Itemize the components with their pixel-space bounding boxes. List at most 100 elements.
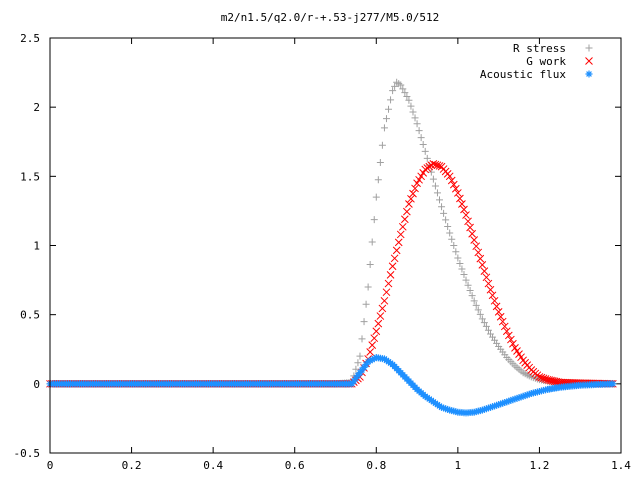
data-point xyxy=(438,403,446,411)
data-point xyxy=(460,271,468,279)
data-point xyxy=(500,322,509,331)
data-point xyxy=(472,242,481,251)
plot-frame xyxy=(49,37,622,454)
data-point xyxy=(364,358,372,366)
data-point xyxy=(525,390,533,398)
data-point xyxy=(585,44,593,52)
data-point xyxy=(368,356,376,364)
data-point xyxy=(513,394,521,402)
data-point xyxy=(499,399,507,407)
data-point xyxy=(454,189,462,197)
data-point xyxy=(482,273,491,282)
data-point xyxy=(450,242,458,249)
data-point xyxy=(386,271,395,279)
data-point xyxy=(503,398,511,406)
data-point xyxy=(517,393,525,401)
data-point xyxy=(504,331,513,340)
data-point xyxy=(433,161,442,170)
data-point xyxy=(370,355,378,363)
data-point xyxy=(384,279,393,288)
data-point xyxy=(366,357,374,365)
data-point xyxy=(398,222,407,231)
data-point xyxy=(354,359,362,367)
data-point xyxy=(438,203,446,211)
data-point xyxy=(433,189,441,197)
x-tick-label: 0.2 xyxy=(122,459,142,472)
data-point xyxy=(431,160,440,169)
data-point xyxy=(419,141,427,149)
legend-label: Acoustic flux xyxy=(480,68,566,81)
data-point xyxy=(482,405,490,413)
data-point xyxy=(466,286,474,294)
data-point xyxy=(476,254,485,263)
data-point xyxy=(495,401,503,409)
data-point xyxy=(372,193,380,201)
data-point xyxy=(380,296,389,305)
data-point xyxy=(492,302,501,311)
data-point xyxy=(370,334,379,343)
data-point xyxy=(491,402,499,410)
data-point xyxy=(486,403,494,411)
data-point xyxy=(454,254,462,262)
x-tick-label: 0.4 xyxy=(203,459,223,472)
data-point xyxy=(388,262,397,271)
data-point xyxy=(411,114,419,122)
data-point xyxy=(431,182,439,190)
data-point xyxy=(397,81,405,89)
data-point xyxy=(452,248,460,256)
data-point xyxy=(480,405,488,413)
data-point xyxy=(449,180,458,189)
y-tick-label: 0.5 xyxy=(20,309,40,322)
data-point xyxy=(385,105,393,113)
y-tick-label: 2 xyxy=(33,101,40,114)
data-point xyxy=(484,326,492,334)
data-point xyxy=(391,82,399,90)
data-point xyxy=(405,200,413,208)
y-tick-label: 2.5 xyxy=(20,32,40,45)
data-point xyxy=(407,194,415,203)
legend-marker xyxy=(585,44,593,52)
data-point xyxy=(413,179,421,188)
data-point xyxy=(507,396,515,404)
data-point xyxy=(478,261,487,269)
data-point xyxy=(523,391,531,399)
data-point xyxy=(421,147,429,155)
data-point xyxy=(490,296,499,305)
data-point xyxy=(609,380,617,388)
legend-label: G work xyxy=(526,55,566,68)
data-point xyxy=(447,176,456,185)
data-point xyxy=(476,310,484,318)
data-point xyxy=(458,265,466,273)
data-point xyxy=(440,209,448,217)
data-point xyxy=(417,134,425,142)
data-point xyxy=(364,283,372,291)
data-point xyxy=(409,189,417,198)
data-point xyxy=(585,70,593,78)
data-point xyxy=(360,318,368,326)
x-tick-label: 1 xyxy=(455,459,462,472)
legend-label: R stress xyxy=(513,42,566,55)
legend-marker xyxy=(585,70,593,78)
data-point xyxy=(415,127,423,135)
data-point xyxy=(468,292,476,300)
x-tick-label: 0.6 xyxy=(285,459,305,472)
data-point xyxy=(411,184,419,193)
data-point xyxy=(484,279,493,288)
data-point xyxy=(507,335,515,344)
data-point xyxy=(480,267,489,275)
data-point xyxy=(472,301,480,309)
data-point xyxy=(480,319,488,327)
data-point xyxy=(378,141,386,149)
data-point xyxy=(519,392,527,400)
data-point xyxy=(488,291,497,300)
data-point xyxy=(456,259,464,267)
data-point xyxy=(474,306,482,314)
data-point xyxy=(356,352,364,360)
data-point xyxy=(539,374,548,383)
data-point xyxy=(368,341,377,349)
data-point xyxy=(389,87,397,95)
axis-ticks: 0 0.2 0.4 0.6 0.8 1 1.2 1.4 -0.5 0 0.5 1 1.5 2 2.5 xyxy=(14,32,632,472)
